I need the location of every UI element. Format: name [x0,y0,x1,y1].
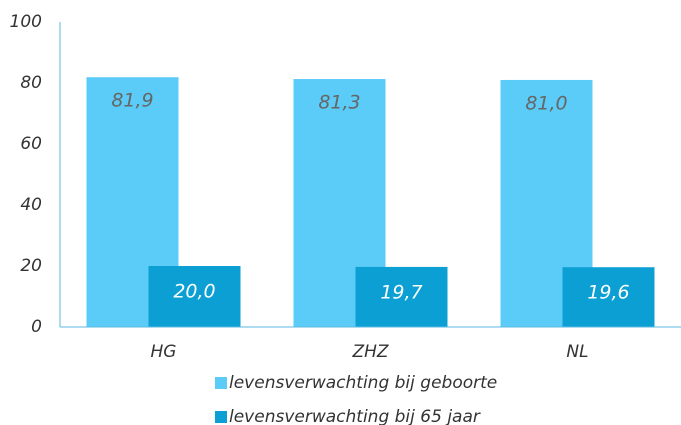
y-tick-label: 20 [20,256,42,276]
y-tick-label: 100 [10,12,42,32]
y-tick-label: 40 [20,195,42,215]
value-label: 20,0 [173,281,215,303]
x-tick-label: NL [566,342,588,362]
y-tick-label: 0 [31,317,42,337]
value-label: 19,7 [380,281,422,303]
bar [562,267,655,327]
y-tick-label: 80 [20,73,42,93]
value-label: 81,9 [111,90,153,112]
legend-swatch [215,377,227,389]
value-label: 81,0 [525,92,567,114]
x-tick-label: HG [151,342,177,362]
bar [148,266,241,327]
legend-swatch [215,411,227,423]
legend-label: levensverwachting bij geboorte [229,373,497,393]
value-label: 19,6 [587,282,629,304]
x-tick-label: ZHZ [351,342,388,362]
bar [355,266,448,327]
y-tick-label: 60 [20,134,42,154]
value-label: 81,3 [318,92,360,114]
legend-label: levensverwachting bij 65 jaar [229,407,481,425]
